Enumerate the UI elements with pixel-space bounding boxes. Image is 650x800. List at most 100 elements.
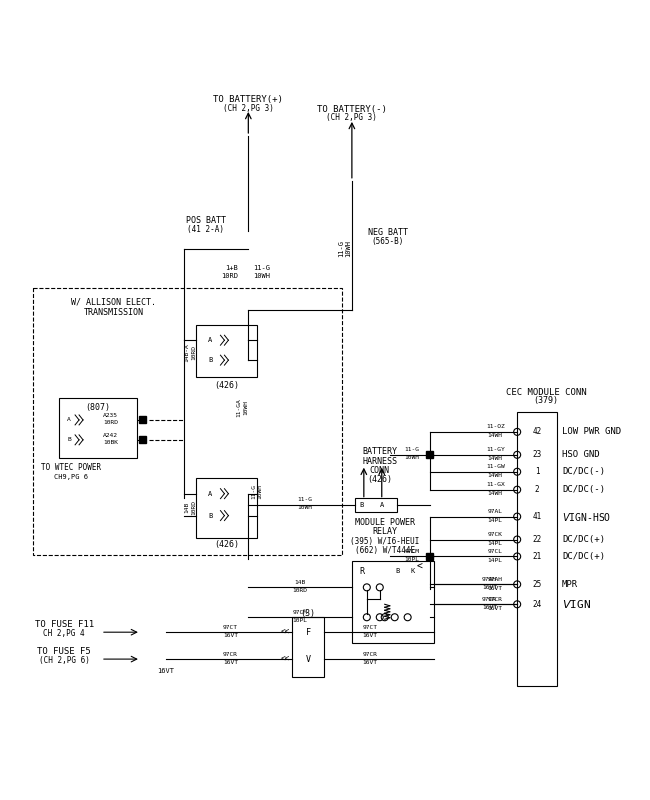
- Text: MPR: MPR: [562, 580, 578, 589]
- Text: 16VT: 16VT: [488, 586, 502, 591]
- Text: 10WH: 10WH: [258, 484, 263, 499]
- Text: A: A: [67, 418, 71, 422]
- Bar: [196, 326, 257, 377]
- Text: 14WH: 14WH: [488, 434, 502, 438]
- Text: 11-GX: 11-GX: [486, 482, 504, 487]
- Text: CONN: CONN: [370, 466, 390, 475]
- Text: B: B: [359, 502, 364, 508]
- Text: (379): (379): [534, 397, 558, 406]
- Text: 16VT: 16VT: [482, 585, 497, 590]
- Text: RELAY: RELAY: [372, 527, 397, 536]
- Text: 14B: 14B: [184, 502, 189, 514]
- Text: (426): (426): [214, 381, 239, 390]
- Text: B: B: [209, 357, 213, 363]
- Text: 97AH: 97AH: [482, 577, 497, 582]
- Text: 25: 25: [532, 580, 541, 589]
- Text: (CH 2,PG 6): (CH 2,PG 6): [39, 655, 90, 665]
- Text: A235: A235: [103, 414, 118, 418]
- Bar: [139, 417, 146, 423]
- Text: (426): (426): [367, 475, 392, 484]
- Text: 22: 22: [532, 535, 541, 544]
- Text: DC/DC(+): DC/DC(+): [562, 552, 605, 561]
- Text: 10PL: 10PL: [404, 557, 419, 562]
- Text: 10PL: 10PL: [292, 618, 307, 622]
- Text: (662) W/T444E: (662) W/T444E: [355, 546, 415, 555]
- Text: BATTERY: BATTERY: [362, 447, 397, 456]
- Text: <: <: [417, 562, 423, 571]
- Text: <<: <<: [281, 628, 290, 637]
- Text: CH 2,PG 4: CH 2,PG 4: [44, 629, 85, 638]
- Text: CH9,PG 6: CH9,PG 6: [54, 474, 88, 480]
- Text: 16VT: 16VT: [488, 606, 502, 610]
- Text: A242: A242: [103, 434, 118, 438]
- Text: TO WTEC POWER: TO WTEC POWER: [41, 463, 101, 472]
- Text: 14WH: 14WH: [488, 474, 502, 478]
- Text: 10WH: 10WH: [243, 401, 248, 415]
- Text: 97AL: 97AL: [488, 509, 502, 514]
- Text: A: A: [209, 490, 213, 497]
- Text: 97CR: 97CR: [362, 652, 377, 657]
- Text: 21: 21: [532, 552, 541, 561]
- Text: MODULE POWER: MODULE POWER: [355, 518, 415, 527]
- Bar: [196, 478, 257, 538]
- Text: $\mathit{V}$IGN-HSO: $\mathit{V}$IGN-HSO: [562, 510, 611, 522]
- Text: 11-G: 11-G: [404, 447, 419, 452]
- Text: <<: <<: [281, 654, 290, 663]
- Text: 11-G: 11-G: [254, 266, 270, 271]
- Text: 14B: 14B: [294, 580, 305, 585]
- Text: 11-GW: 11-GW: [486, 464, 504, 470]
- Bar: [426, 451, 433, 458]
- Text: HSO GND: HSO GND: [562, 450, 599, 459]
- Bar: [355, 498, 396, 512]
- Text: 10RD: 10RD: [222, 274, 239, 279]
- Text: 97CR: 97CR: [488, 597, 502, 602]
- Text: 10WH: 10WH: [345, 240, 351, 257]
- Text: (CH 2,PG 3): (CH 2,PG 3): [223, 103, 274, 113]
- Text: W/ ALLISON ELECT.: W/ ALLISON ELECT.: [72, 298, 157, 307]
- Text: 11-GY: 11-GY: [486, 447, 504, 452]
- Text: DC/DC(-): DC/DC(-): [562, 485, 605, 494]
- Text: 97CT: 97CT: [362, 625, 377, 630]
- Text: A: A: [209, 338, 213, 343]
- Text: 24: 24: [532, 600, 541, 609]
- Text: DC/DC(-): DC/DC(-): [562, 467, 605, 476]
- Text: B: B: [209, 513, 213, 518]
- Text: 1: 1: [535, 467, 539, 476]
- Text: 14PL: 14PL: [488, 558, 502, 563]
- Bar: [139, 436, 146, 443]
- Text: 10BK: 10BK: [103, 440, 118, 446]
- Text: 2: 2: [535, 485, 539, 494]
- Text: V: V: [306, 654, 311, 663]
- Text: (41 2-A): (41 2-A): [187, 225, 224, 234]
- Text: 97CR: 97CR: [223, 652, 238, 657]
- Text: 11-G: 11-G: [251, 484, 256, 499]
- Text: (CH 2,PG 3): (CH 2,PG 3): [326, 114, 377, 122]
- Text: A: A: [380, 502, 384, 508]
- Text: (565-B): (565-B): [372, 237, 404, 246]
- Bar: [292, 618, 324, 677]
- Text: LOW PWR GND: LOW PWR GND: [562, 427, 621, 436]
- Text: B: B: [67, 438, 71, 442]
- Bar: [33, 288, 342, 555]
- Text: 10WH: 10WH: [298, 505, 313, 510]
- Text: 23: 23: [532, 450, 541, 459]
- Text: 41: 41: [532, 512, 541, 521]
- Text: TO BATTERY(+): TO BATTERY(+): [213, 94, 283, 103]
- Bar: [426, 553, 433, 560]
- Text: K: K: [411, 569, 415, 574]
- Text: CEC MODULE CONN: CEC MODULE CONN: [506, 387, 586, 397]
- Text: F: F: [306, 628, 311, 637]
- Text: TO FUSE F5: TO FUSE F5: [37, 646, 91, 656]
- Text: 11-G: 11-G: [338, 240, 344, 257]
- Text: 97AH: 97AH: [488, 577, 502, 582]
- Text: 16VT: 16VT: [362, 633, 377, 638]
- Text: TRANSMISSION: TRANSMISSION: [84, 308, 144, 317]
- Text: 14PL: 14PL: [488, 541, 502, 546]
- Text: B: B: [396, 569, 400, 574]
- Text: HARNESS: HARNESS: [362, 458, 397, 466]
- Text: 97CM: 97CM: [404, 549, 419, 554]
- Text: DC/DC(+): DC/DC(+): [562, 535, 605, 544]
- Text: 14B-A: 14B-A: [184, 342, 189, 362]
- Text: (395) W/I6-HEUI: (395) W/I6-HEUI: [350, 537, 419, 546]
- Text: 14WH: 14WH: [488, 456, 502, 462]
